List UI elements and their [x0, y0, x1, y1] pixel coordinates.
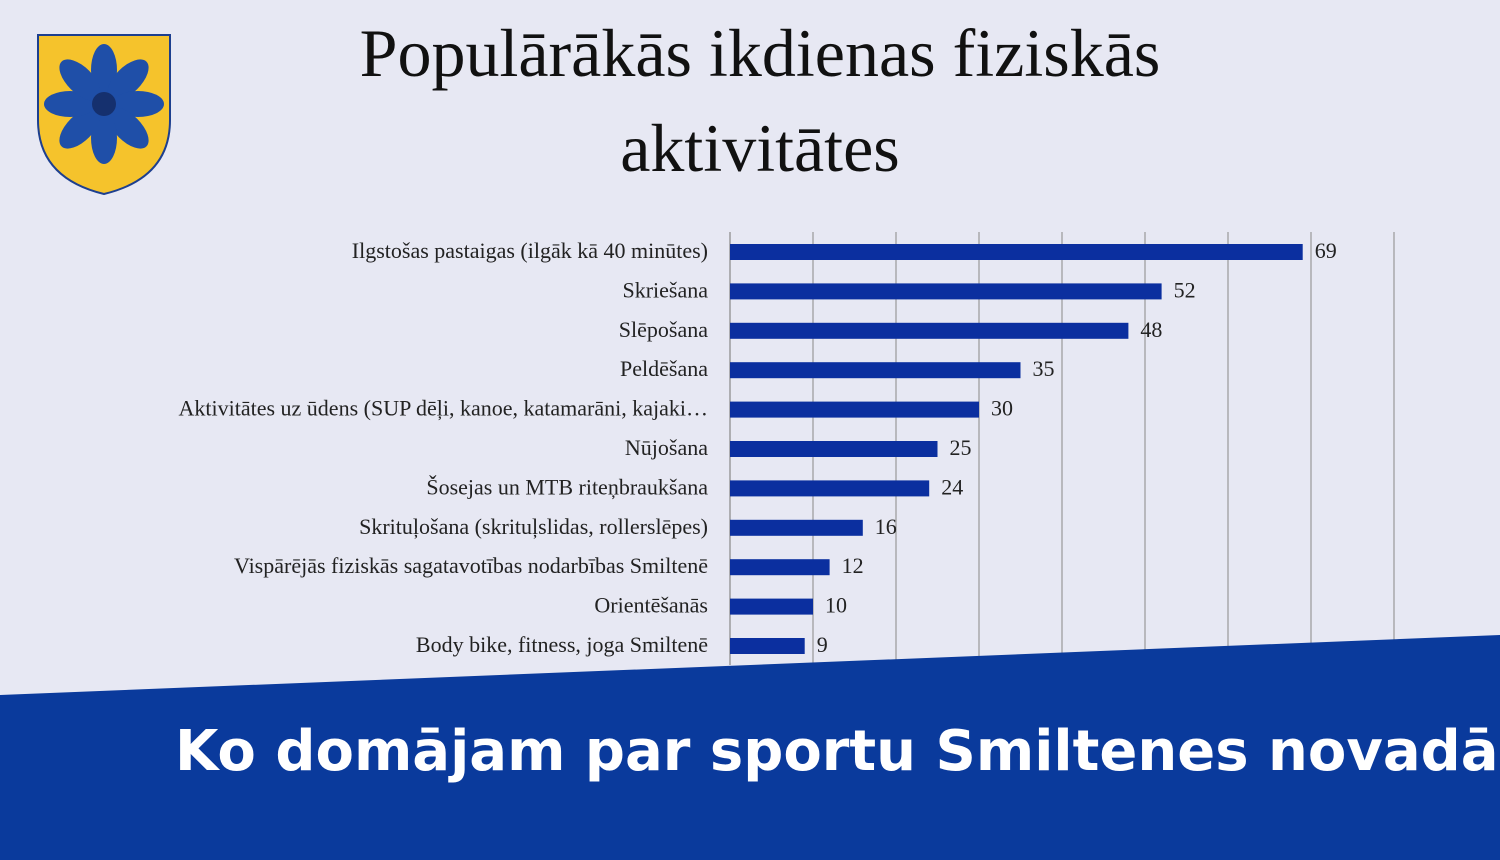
bar — [730, 362, 1021, 379]
value-label: 48 — [1140, 317, 1162, 342]
value-label: 16 — [875, 514, 897, 539]
value-label: 52 — [1174, 277, 1196, 302]
value-label: 35 — [1033, 356, 1055, 381]
category-label: Šosejas un MTB riteņbraukšana — [426, 474, 708, 499]
bar — [730, 283, 1162, 300]
category-label: Aktivitātes uz ūdens (SUP dēļi, kanoe, k… — [179, 396, 709, 421]
banner-background — [0, 635, 1500, 860]
bar — [730, 638, 805, 654]
bar — [730, 322, 1129, 339]
category-label: Orientēšanās — [594, 593, 708, 618]
value-label: 9 — [817, 632, 828, 657]
value-label: 69 — [1315, 238, 1337, 263]
title-line: aktivitātes — [620, 110, 899, 186]
value-label: 30 — [991, 396, 1013, 421]
value-label: 24 — [941, 474, 963, 499]
category-label: Vispārējās fiziskās sagatavotības nodarb… — [234, 553, 708, 578]
category-label: Skrituļošana (skrituļslidas, rollerslēpe… — [359, 514, 708, 539]
category-label: Body bike, fitness, joga Smiltenē — [416, 632, 708, 657]
bar — [730, 480, 930, 497]
title-line: Populārākās ikdienas fiziskās — [360, 15, 1161, 91]
value-label: 12 — [842, 553, 864, 578]
bar — [730, 559, 830, 576]
category-label: Slēpošana — [619, 317, 708, 342]
category-label: Nūjošana — [625, 435, 708, 460]
category-label: Peldēšana — [620, 356, 708, 381]
value-label: 25 — [950, 435, 972, 460]
bar — [730, 401, 979, 418]
chart-title: Populārākās ikdienas fiziskās aktivitātes — [360, 15, 1161, 186]
bar — [730, 598, 813, 615]
bar — [730, 244, 1303, 260]
bar — [730, 441, 938, 457]
banner-text: Ko domājam par sportu Smiltenes novadā? — [175, 719, 1500, 784]
value-label: 10 — [825, 593, 847, 618]
bar — [730, 519, 863, 536]
chart: Populārākās ikdienas fiziskās aktivitātes… — [179, 15, 1395, 665]
logo — [37, 34, 171, 196]
category-label: Skriešana — [622, 277, 708, 302]
category-label: Ilgstošas pastaigas (ilgāk kā 40 minūtes… — [352, 238, 708, 263]
